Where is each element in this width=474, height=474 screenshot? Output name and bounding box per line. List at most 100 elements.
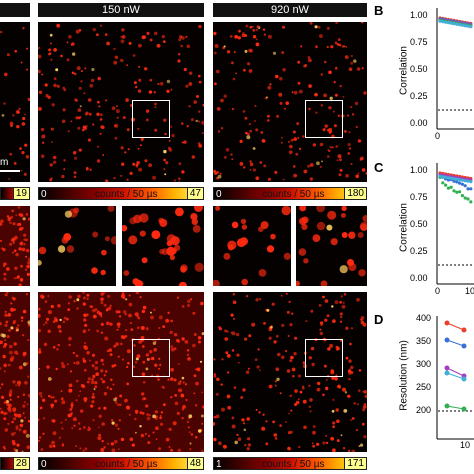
spot (129, 217, 137, 225)
spot (291, 367, 296, 372)
spot (94, 381, 98, 385)
spot (44, 321, 48, 324)
spot (15, 384, 18, 387)
spot (289, 359, 293, 363)
curve-point (446, 176, 450, 180)
spot (195, 368, 198, 371)
spot (24, 381, 28, 385)
spot (198, 335, 202, 339)
spot (165, 318, 170, 323)
spot (333, 81, 336, 84)
spot (61, 119, 66, 124)
series-cyan (444, 370, 467, 382)
spot (25, 238, 28, 242)
spot (10, 326, 14, 330)
spot (316, 442, 320, 446)
spot (202, 405, 204, 409)
scale-bar-label: m (0, 157, 9, 168)
spot (61, 364, 66, 369)
spot (133, 81, 137, 85)
spot (96, 33, 99, 36)
spot (291, 91, 294, 94)
spot (112, 383, 115, 386)
spot (201, 449, 204, 452)
spot (347, 143, 351, 147)
spot (154, 106, 157, 109)
spot (141, 372, 146, 376)
spot (221, 407, 225, 412)
spot (113, 439, 118, 444)
spot (101, 439, 104, 443)
spot (57, 325, 62, 329)
column-header-1: 150 nW (38, 3, 204, 17)
spot (38, 90, 43, 95)
spot (3, 370, 6, 373)
spot (52, 160, 57, 164)
spot (22, 351, 27, 356)
spot (290, 355, 294, 360)
spot (184, 340, 189, 344)
curve-point (466, 187, 470, 191)
spot (326, 26, 330, 30)
spot (294, 389, 298, 393)
spot (38, 69, 41, 74)
spot (185, 35, 188, 38)
spot (201, 391, 204, 394)
spot (164, 173, 167, 176)
spot (2, 445, 6, 449)
curve-point (460, 23, 464, 27)
spot (307, 56, 311, 59)
spot (92, 393, 95, 395)
spot (114, 136, 118, 140)
spot (38, 313, 41, 318)
spot (213, 31, 217, 36)
spot (356, 403, 359, 406)
spot (45, 317, 50, 321)
spot (116, 105, 118, 108)
spot (328, 106, 332, 110)
spot (107, 206, 115, 212)
spot (134, 417, 137, 421)
spot (22, 412, 25, 415)
spot (262, 413, 265, 416)
image-r3-c2 (213, 292, 367, 452)
spot (100, 315, 103, 318)
colorbar-r1-c1: 0 counts / 50 µs 47 (38, 187, 204, 200)
spot (174, 401, 179, 406)
curve-point (458, 181, 462, 185)
spot (49, 444, 53, 448)
spot (347, 394, 351, 398)
spot (111, 448, 116, 452)
spot (360, 443, 364, 447)
spot (350, 55, 353, 57)
spot (0, 407, 2, 410)
spot (87, 426, 90, 429)
colorbar-r3-c1: 0 counts / 50 µs 48 (38, 457, 204, 470)
spot (23, 238, 26, 241)
spot (87, 138, 91, 142)
spot (236, 433, 239, 436)
spot (265, 420, 268, 423)
curve-point (452, 22, 456, 26)
spot (266, 245, 275, 253)
spot (101, 450, 104, 452)
spot (38, 348, 41, 351)
spot (220, 383, 223, 386)
spot (63, 233, 72, 241)
spot (120, 58, 124, 63)
spot (126, 349, 131, 354)
ytick-b-2: 0.50 (410, 64, 428, 74)
spot (216, 377, 220, 381)
spot (181, 376, 185, 380)
spot (0, 220, 3, 222)
spot (329, 146, 332, 149)
spot (117, 448, 120, 451)
spot (358, 445, 361, 448)
spot (128, 413, 131, 416)
spot (86, 380, 90, 384)
ytick-b-0: 1.00 (410, 10, 428, 20)
spot (180, 44, 184, 48)
spot (13, 431, 16, 435)
spot (344, 55, 349, 59)
spot (60, 421, 63, 424)
